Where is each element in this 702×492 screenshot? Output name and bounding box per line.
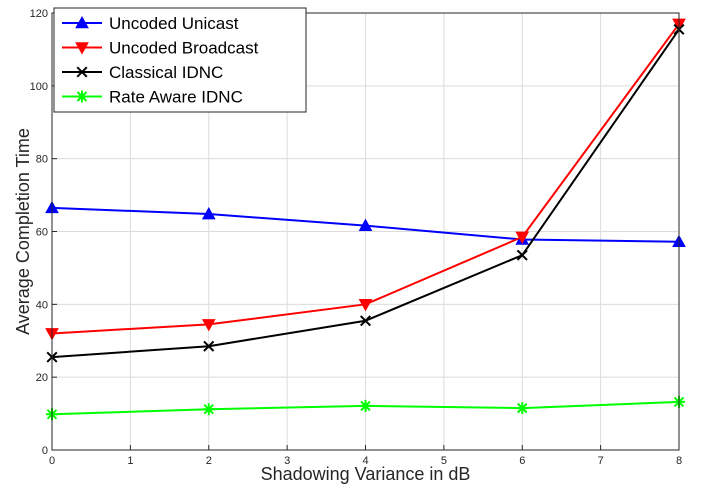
data-point: [201, 319, 216, 332]
y-tick-label: 120: [30, 8, 48, 20]
y-tick-label: 0: [42, 445, 48, 457]
legend-marker: [76, 66, 88, 78]
x-tick-label: 2: [206, 455, 212, 467]
data-point: [359, 399, 372, 412]
data-point: [358, 299, 373, 312]
data-point: [359, 315, 372, 327]
grid: [51, 12, 680, 451]
y-tick-label: 100: [30, 81, 48, 93]
x-tick-label: 0: [49, 455, 55, 467]
legend-box: [53, 7, 307, 113]
legend-label: Classical IDNC: [109, 63, 223, 82]
legend-label: Uncoded Unicast: [109, 14, 239, 33]
x-tick-label: 8: [676, 455, 682, 467]
data-point: [515, 231, 530, 244]
x-tick-label: 1: [127, 455, 133, 467]
y-tick-label: 40: [36, 299, 48, 311]
legend-marker: [75, 15, 89, 29]
plot-series: [45, 18, 686, 421]
x-tick-label: 3: [284, 455, 290, 467]
x-tick-label: 7: [598, 455, 604, 467]
legend-entry: Classical IDNC: [62, 63, 223, 82]
legend-label: Uncoded Broadcast: [109, 39, 259, 58]
legend-marker: [75, 42, 89, 55]
legend-label: Rate Aware IDNC: [109, 88, 243, 107]
y-tick-label: 60: [36, 227, 48, 239]
y-tick-label: 80: [36, 154, 48, 166]
legend-entry: Uncoded Unicast: [62, 14, 239, 33]
data-point: [516, 402, 529, 415]
x-tick-label: 6: [519, 455, 525, 467]
y-axis-label: Average Completion Time: [13, 128, 33, 335]
x-tick-label: 4: [362, 455, 368, 467]
x-tick-label: 5: [441, 455, 447, 467]
legend: Uncoded Unicast Uncoded Broadcast Classica…: [53, 7, 307, 113]
legend-entry: Uncoded Broadcast: [62, 39, 259, 58]
y-tick-label: 20: [36, 372, 48, 384]
series-uncoded-broadcast: [45, 18, 686, 341]
legend-marker: [76, 90, 88, 103]
data-point: [201, 206, 216, 220]
data-point: [516, 249, 528, 261]
x-axis-label: Shadowing Variance in dB: [261, 464, 471, 484]
data-point: [358, 218, 373, 231]
data-point: [203, 340, 215, 352]
legend-entry: Rate Aware IDNC: [62, 88, 243, 107]
data-point: [202, 403, 215, 416]
